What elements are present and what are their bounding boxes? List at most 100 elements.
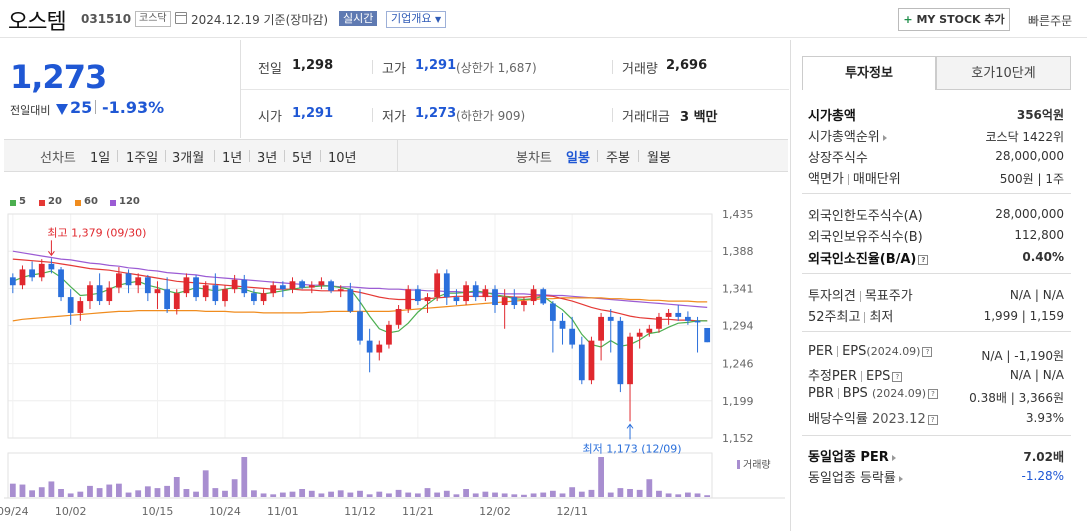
price-chart[interactable]: 1,435 1,388 1,341 1,294 1,246 1,199 1,152 09/24… <box>0 205 789 531</box>
corp-info-dropdown[interactable]: 기업개요 ▼ <box>386 11 447 28</box>
period-10y[interactable]: 10년 <box>328 151 357 166</box>
volume-bar <box>656 490 662 497</box>
volume-bar <box>511 494 518 497</box>
legend-ma5: 5 <box>19 196 26 207</box>
foreign-limit-value: 28,000,000 <box>995 207 1064 221</box>
x-tick-label: 10/24 <box>209 505 241 518</box>
per-year: (2024.09) <box>866 345 921 358</box>
candle <box>414 289 421 302</box>
volume-bar <box>453 494 460 497</box>
chevron-down-icon: ▼ <box>434 15 442 24</box>
calendar-icon <box>175 12 187 24</box>
candle <box>96 285 103 302</box>
volume-bar <box>279 492 286 497</box>
candle <box>376 344 383 353</box>
x-tick-label: 12/11 <box>556 505 588 518</box>
period-1d[interactable]: 1일 <box>90 151 111 166</box>
opinion-target-label: 투자의견 목표주가 <box>808 285 913 304</box>
candle <box>183 277 190 294</box>
per-eps-value: N/A | -1,190원 <box>981 349 1064 363</box>
price-plot-frame <box>7 213 713 439</box>
candle <box>193 277 199 298</box>
div-label-wrap: 배당수익률 2023.12? <box>808 408 938 427</box>
candle <box>19 269 26 286</box>
period-5y[interactable]: 5년 <box>292 151 313 166</box>
divider <box>165 150 166 162</box>
candle <box>173 293 180 309</box>
tab-invest-info[interactable]: 투자정보 <box>802 56 936 90</box>
help-icon[interactable]: ? <box>928 388 939 399</box>
legend-swatch-ma20 <box>39 200 45 206</box>
volume-bar <box>463 489 469 497</box>
candle <box>318 281 325 286</box>
volume-bar <box>77 491 84 497</box>
help-icon[interactable]: ? <box>892 371 903 382</box>
volume-bar <box>578 491 585 497</box>
high-value: 1,291 <box>415 58 457 73</box>
ind-rate-link[interactable]: 동일업종 등락률 <box>808 467 903 486</box>
realtime-button[interactable]: 실시간 <box>339 11 378 26</box>
y-tick-label: 1,341 <box>722 282 754 295</box>
candle <box>405 289 412 309</box>
volume-bar <box>530 493 537 497</box>
period-1w[interactable]: 1주일 <box>126 151 159 166</box>
period-1y[interactable]: 1년 <box>222 151 243 166</box>
volume-bar <box>251 490 257 497</box>
quick-order-button[interactable]: 빠른주문 <box>1028 14 1073 28</box>
add-mystock-button[interactable]: + MY STOCK 추가 <box>898 8 1010 31</box>
divider <box>397 140 398 171</box>
volume-bar <box>424 488 431 497</box>
candle <box>607 316 614 321</box>
right-panel <box>790 40 1087 531</box>
help-icon[interactable]: ? <box>927 414 938 425</box>
candle <box>530 289 537 302</box>
period-3m[interactable]: 3개월 <box>172 151 205 166</box>
volume-bar <box>443 490 450 497</box>
x-tick-label: 09/24 <box>0 505 29 518</box>
period-daily[interactable]: 일봉 <box>566 151 590 166</box>
mcap-rank-link[interactable]: 시가총액순위 <box>808 126 887 145</box>
candle <box>87 285 93 302</box>
bps-label: BPS <box>842 386 868 401</box>
legend-swatch-ma120 <box>110 200 116 206</box>
y-tick-label: 1,199 <box>722 395 754 408</box>
volume-bar <box>665 493 672 497</box>
amount-value: 3 백만 <box>680 110 718 125</box>
volume-bar <box>492 492 498 497</box>
period-weekly[interactable]: 주봉 <box>606 151 630 166</box>
candle <box>77 301 84 313</box>
y-tick-label: 1,246 <box>722 358 754 371</box>
mcap-label: 시가총액 <box>808 109 856 124</box>
candle <box>144 277 151 294</box>
candle <box>289 281 296 290</box>
volume-bar <box>231 479 238 497</box>
stock-code: 031510 <box>81 12 132 26</box>
volume-bar <box>212 488 219 497</box>
volume-bar <box>414 493 421 497</box>
open-value: 1,291 <box>292 106 334 121</box>
help-icon[interactable]: ? <box>918 254 929 265</box>
candle <box>260 293 267 302</box>
candle <box>222 289 228 302</box>
tab-hoga-10[interactable]: 호가10단계 <box>936 56 1071 90</box>
ind-per-link[interactable]: 동일업종 PER <box>808 446 896 465</box>
candle <box>48 263 55 270</box>
period-3y[interactable]: 3년 <box>257 151 278 166</box>
change-value: 25 <box>70 98 93 117</box>
volume-bar <box>38 487 45 497</box>
par-unit-value: 500원 | 1주 <box>999 172 1064 186</box>
volume-bar <box>395 489 402 497</box>
divider <box>117 150 118 162</box>
volume-bar <box>337 490 344 497</box>
period-monthly[interactable]: 월봉 <box>647 151 671 166</box>
volume-bar <box>646 479 653 497</box>
divider <box>802 193 1071 194</box>
legend-ma20: 20 <box>48 196 62 207</box>
help-icon[interactable]: ? <box>922 346 933 357</box>
divider <box>249 150 250 162</box>
volume-bar <box>164 485 171 497</box>
divider <box>372 108 373 122</box>
volume-bar <box>328 491 334 497</box>
candle <box>453 297 460 302</box>
candle <box>116 273 122 288</box>
